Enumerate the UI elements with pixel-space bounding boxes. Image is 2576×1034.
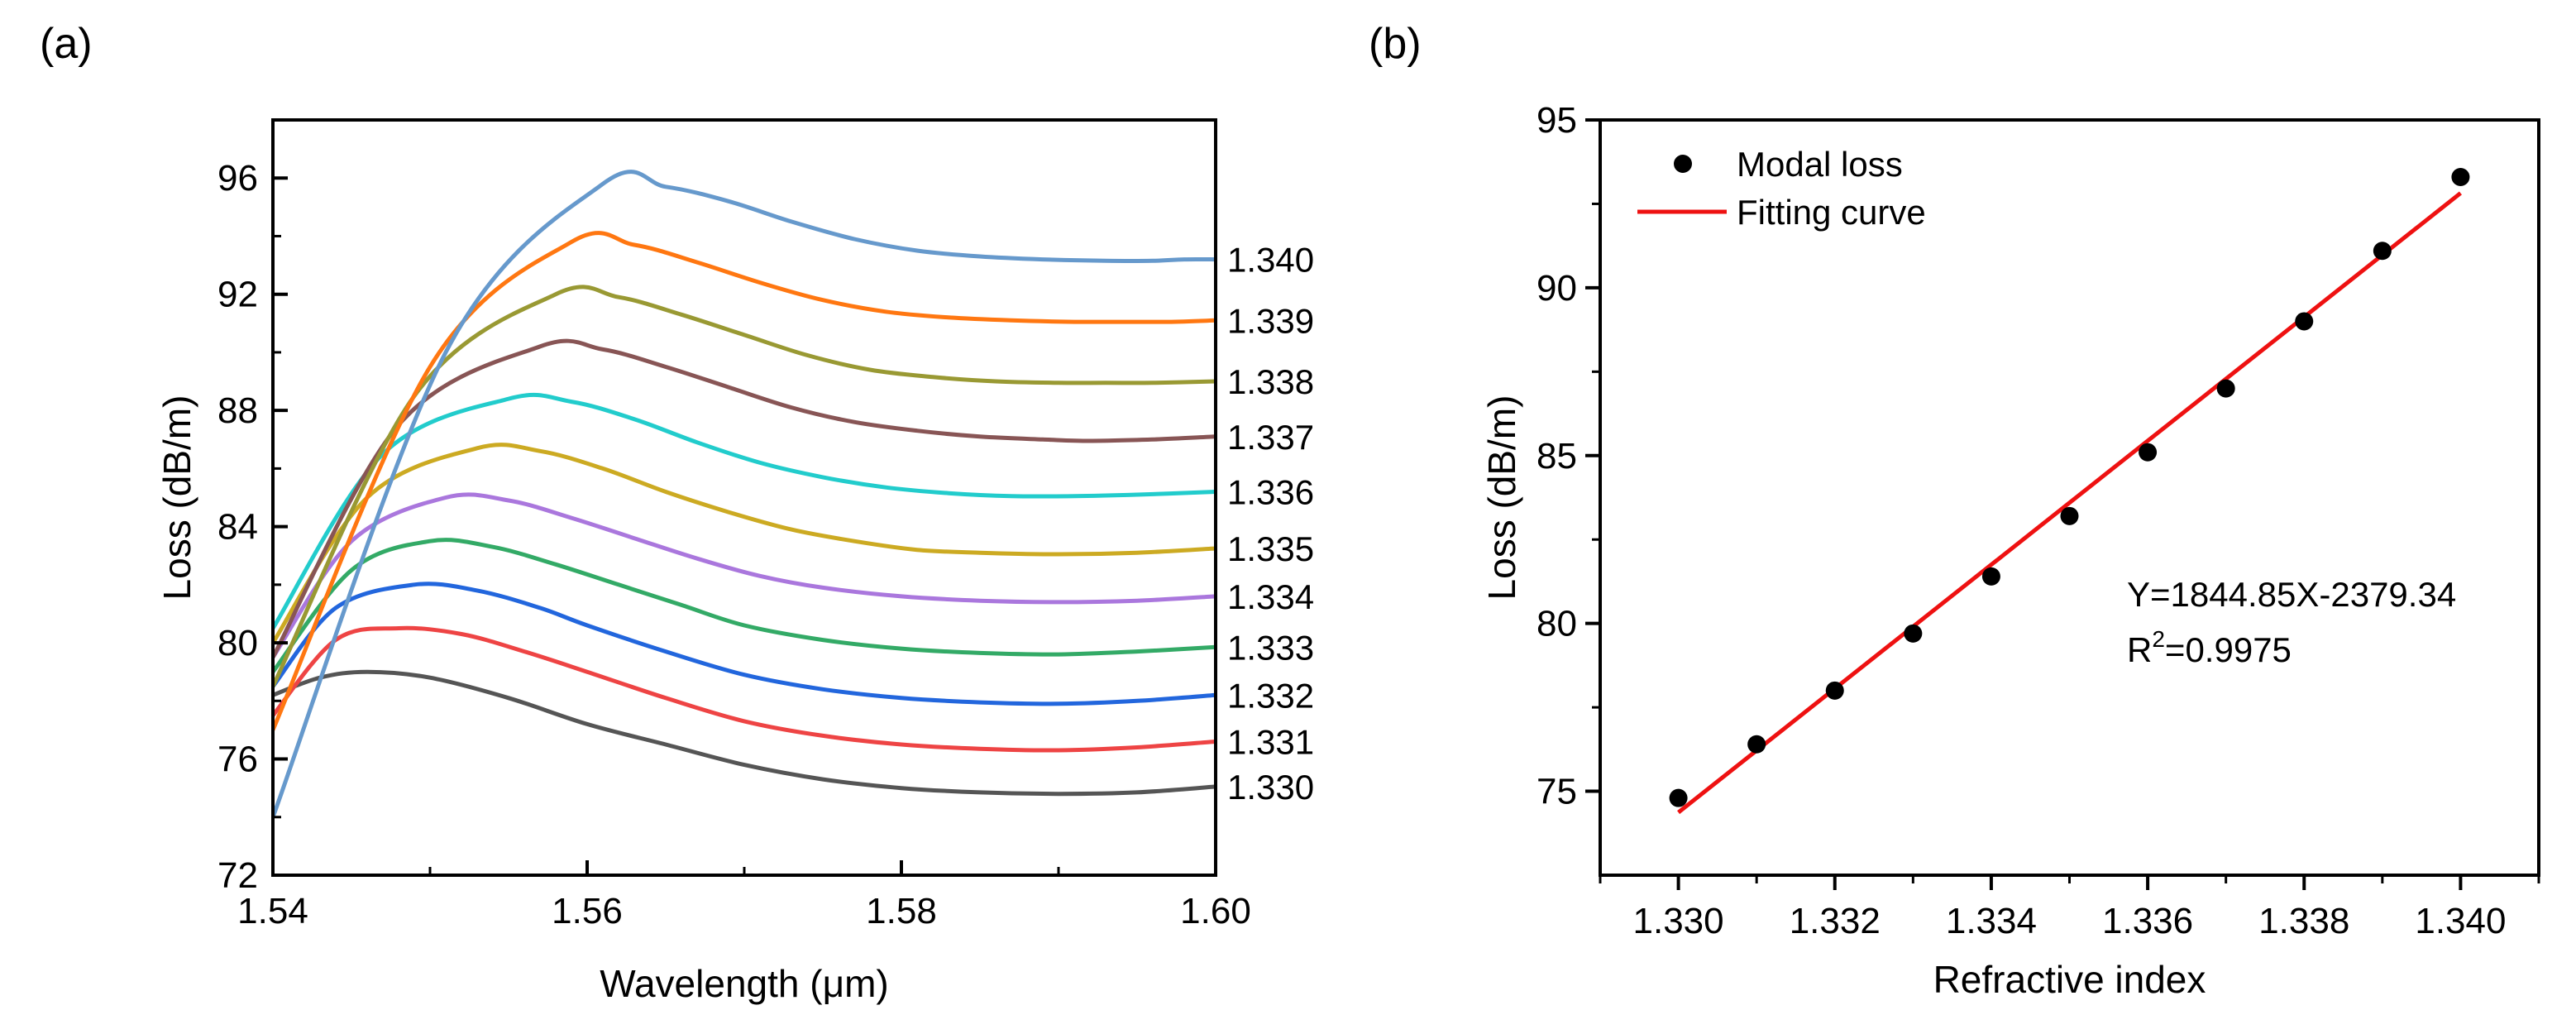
series-label-1-333: 1.333	[1227, 628, 1314, 667]
modal-loss-point	[2216, 379, 2235, 398]
x-tick-label: 1.58	[866, 891, 937, 931]
x-tick-label: 1.340	[2415, 901, 2506, 941]
modal-loss-point	[1669, 788, 1688, 807]
series-label-1-337: 1.337	[1227, 418, 1314, 457]
modal-loss-point	[2060, 506, 2079, 525]
fit-equation: Y=1844.85X-2379.34	[2127, 575, 2456, 614]
series-label-1-332: 1.332	[1227, 676, 1314, 715]
legend-label-modal-loss: Modal loss	[1737, 145, 1903, 184]
modal-loss-point	[1904, 624, 1923, 643]
panel-a-x-axis-title: Wavelength (μm)	[600, 962, 888, 1005]
curve-1-330	[273, 669, 1216, 797]
y-tick-label: 90	[1537, 268, 1577, 309]
modal-loss-point	[1747, 735, 1766, 754]
panel-a-label: (a)	[40, 20, 93, 68]
x-tick-label: 1.54	[237, 891, 308, 931]
y-tick-label: 72	[217, 855, 258, 896]
panel-a-curves	[273, 170, 1216, 818]
panel-a-ticks: 1.54 1.56 1.58 1.60 72 76 80 84 88 92 96	[217, 158, 1251, 931]
modal-loss-point	[2373, 242, 2392, 261]
series-label-1-338: 1.338	[1227, 362, 1314, 401]
curve-1-331	[273, 625, 1216, 753]
panel-b-label: (b)	[1369, 20, 1422, 68]
fitting-curve-line	[1677, 191, 2462, 815]
panel-b: (b) 1.330 1.332 1.334 1.336 1.338 1.340 75 80 85…	[1369, 20, 2540, 1001]
curve-1-338	[273, 285, 1216, 687]
curve-1-335	[273, 443, 1216, 644]
modal-loss-point	[2139, 443, 2158, 462]
x-tick-label: 1.330	[1633, 901, 1724, 941]
modal-loss-point	[2295, 312, 2314, 331]
panel-a-y-axis-title: Loss (dB/m)	[155, 395, 198, 601]
series-label-1-334: 1.334	[1227, 577, 1314, 616]
curve-1-337	[273, 338, 1216, 658]
y-tick-label: 85	[1537, 436, 1577, 476]
series-label-1-339: 1.339	[1227, 301, 1314, 340]
panel-b-y-axis-title: Loss (dB/m)	[1480, 395, 1523, 601]
y-tick-label: 84	[217, 507, 258, 548]
y-tick-label: 92	[217, 275, 258, 315]
series-label-1-340: 1.340	[1227, 241, 1314, 280]
x-tick-label: 1.60	[1180, 891, 1251, 931]
panel-b-x-axis-title: Refractive index	[1933, 958, 2206, 1001]
r-squared: R2=0.9975	[2127, 626, 2292, 669]
r-squared-prefix: R	[2127, 630, 2152, 669]
r-squared-value: =0.9975	[2165, 630, 2292, 669]
panel-b-ticks: 1.330 1.332 1.334 1.336 1.338 1.340 75 80 85 90 95	[1537, 100, 2540, 941]
curve-1-340	[273, 170, 1216, 818]
curve-1-339	[273, 231, 1216, 731]
panel-b-legend: Modal loss Fitting curve	[1637, 145, 1926, 232]
modal-loss-point	[1825, 681, 1844, 700]
legend-marker-modal-loss	[1674, 155, 1692, 173]
modal-loss-point	[1981, 567, 2000, 586]
curve-1-336	[273, 392, 1216, 629]
y-tick-label: 96	[217, 158, 258, 199]
x-tick-label: 1.332	[1790, 901, 1881, 941]
y-tick-label: 75	[1537, 772, 1577, 812]
series-label-1-335: 1.335	[1227, 529, 1314, 568]
series-label-1-331: 1.331	[1227, 722, 1314, 761]
x-tick-label: 1.56	[552, 891, 623, 931]
panel-a-series-labels: 1.330 1.331 1.332 1.333 1.334 1.335 1.336 1.337…	[1227, 241, 1314, 807]
x-tick-label: 1.334	[1946, 901, 2037, 941]
x-tick-label: 1.338	[2258, 901, 2349, 941]
y-tick-label: 80	[217, 623, 258, 663]
modal-loss-point	[2451, 167, 2470, 186]
series-label-1-330: 1.330	[1227, 768, 1314, 807]
curve-1-333	[273, 538, 1216, 673]
panel-b-fit-line-group	[1677, 191, 2462, 815]
y-tick-label: 95	[1537, 100, 1577, 141]
curve-1-332	[273, 582, 1216, 706]
y-tick-label: 76	[217, 740, 258, 780]
y-tick-label: 88	[217, 390, 258, 431]
y-tick-label: 80	[1537, 604, 1577, 644]
panel-a: (a) 1.54 1.56 1.58 1.60 72 76 80 84 88 92 96 1.330…	[40, 20, 1314, 1005]
panel-b-points	[1669, 167, 2470, 807]
x-tick-label: 1.336	[2102, 901, 2193, 941]
series-label-1-336: 1.336	[1227, 472, 1314, 511]
legend-label-fitting-curve: Fitting curve	[1737, 193, 1926, 232]
curve-1-334	[273, 492, 1216, 658]
r-squared-superscript: 2	[2152, 626, 2165, 652]
